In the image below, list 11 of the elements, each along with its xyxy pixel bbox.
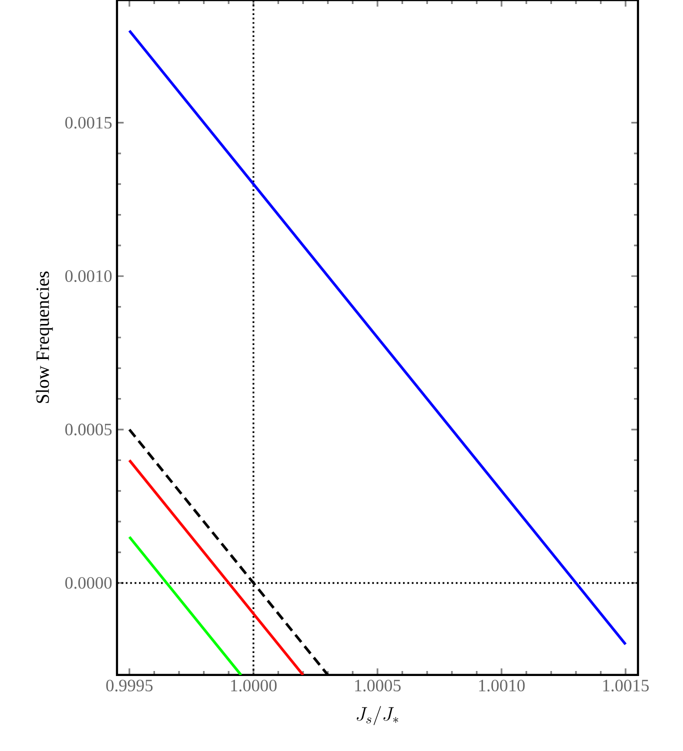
x-tick-label: 1.0010	[479, 680, 525, 692]
y-tick-label: 0.0015	[65, 116, 112, 129]
x-tick-label: 1.0000	[231, 680, 277, 692]
x-tick-label: 1.0005	[355, 680, 401, 692]
x-tick-label: 0.9995	[106, 680, 153, 692]
x-axis-title: $J_s/J_*$	[356, 706, 398, 726]
y-tick-label: 0.0000	[65, 577, 112, 589]
y-tick-label: 0.0005	[65, 424, 112, 436]
y-axis-title: Slow Frequencies	[36, 272, 53, 403]
y-tick-label: 0.0010	[65, 270, 112, 282]
x-tick-label: 1.0015	[603, 680, 649, 692]
